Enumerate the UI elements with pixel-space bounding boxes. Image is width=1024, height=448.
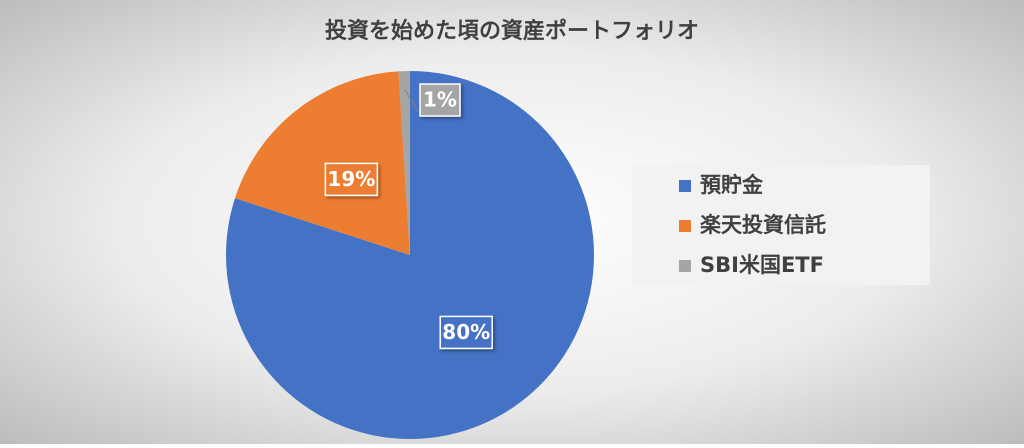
pie-slice (235, 71, 410, 255)
data-label-box (419, 83, 461, 117)
legend-label: 楽天投資信託 (700, 213, 826, 237)
legend-label: 預貯金 (700, 173, 764, 197)
data-label-box (324, 162, 379, 197)
data-label: 80% (442, 320, 490, 344)
pie-slice (398, 71, 410, 255)
legend-swatch (679, 220, 691, 232)
data-label: 1% (423, 88, 457, 112)
data-label-box (439, 315, 493, 350)
leader-line (404, 89, 419, 113)
legend-swatch (679, 260, 691, 272)
legend-label: SBI米国ETF (700, 253, 824, 277)
legend-swatch (679, 180, 691, 192)
data-label: 19% (327, 167, 375, 191)
chart-title: 投資を始めた頃の資産ポートフォリオ (325, 18, 699, 44)
